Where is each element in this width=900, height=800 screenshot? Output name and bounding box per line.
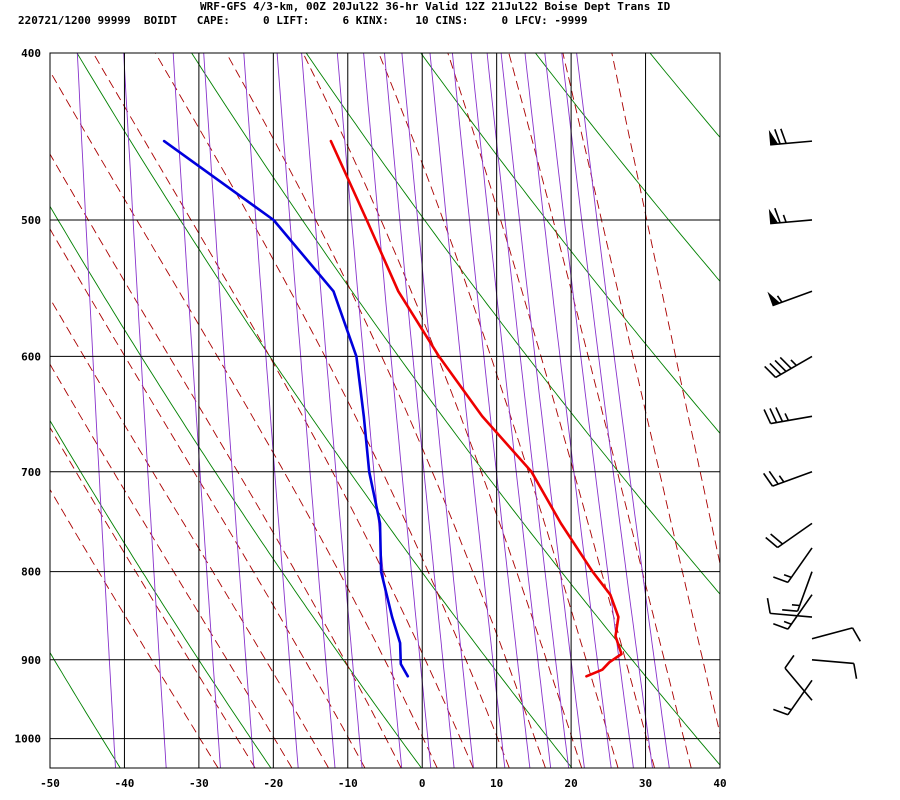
x-tick-label: -30 [189,777,209,790]
wind-barb [773,594,813,630]
y-tick-label: 800 [21,566,41,579]
mixing-ratio-line [429,53,506,768]
mixing-ratio-line [363,53,432,768]
dewpoint-trace [162,139,410,678]
mixing-ratio-line [544,53,634,768]
dry-adiabat [191,53,720,766]
wind-barb [773,679,813,716]
wind-barb [773,547,813,584]
wind-barb [765,522,813,549]
moist-adiabat [50,363,293,768]
y-tick-label: 400 [21,47,41,60]
dry-adiabat [420,53,720,434]
y-tick-label: 500 [21,214,41,227]
dry-adiabat [879,53,900,768]
wind-barb [782,571,813,612]
mixing-ratio-line [401,53,474,768]
wind-barb [766,597,813,618]
moist-adiabat [92,53,474,768]
y-tick-label: 600 [21,350,41,363]
dry-adiabat [305,53,720,595]
mixing-ratio-line [500,53,585,768]
mixing-ratio-line [172,53,221,768]
wind-barb [811,627,862,642]
wind-barb [767,290,813,307]
moist-adiabat [50,70,438,768]
mixing-ratio-line [451,53,531,768]
dry-adiabat [76,53,573,768]
x-tick-label: -10 [338,777,358,790]
temperature-trace [329,139,623,678]
wind-barb [784,654,813,701]
x-tick-label: -40 [115,777,135,790]
moist-adiabat [611,53,720,566]
dry-adiabat [50,651,121,768]
wind-barb [762,470,813,487]
mixing-ratio-line [276,53,336,768]
x-tick-label: -50 [40,777,60,790]
y-tick-label: 900 [21,654,41,667]
mixing-ratio-line [576,53,670,768]
x-tick-label: 10 [490,777,503,790]
mixing-ratio-line [561,53,653,768]
dry-adiabat [50,205,422,768]
mixing-ratio-line [123,53,167,768]
x-tick-label: 30 [639,777,652,790]
moist-adiabat [302,53,583,768]
moist-adiabat [378,53,619,768]
dry-adiabat [50,419,272,768]
mixing-ratio-line [203,53,255,768]
dry-adiabat [535,53,720,283]
mixing-ratio-line [301,53,363,768]
chart-title: WRF-GFS 4/3-km, 00Z 20Jul22 36-hr Valid … [200,0,671,13]
x-tick-label: 0 [419,777,426,790]
x-tick-label: -20 [263,777,283,790]
mixing-ratio-line [243,53,299,768]
moist-adiabat [225,53,546,768]
x-tick-label: 40 [713,777,726,790]
wind-barb [768,128,813,146]
moist-adiabat [50,297,329,768]
mixing-ratio-line [486,53,570,768]
mixing-ratio-line [384,53,455,768]
wind-barb [768,207,813,225]
sounding-indices: 220721/1200 99999 BOIDT CAPE: 0 LIFT: 6 … [18,14,588,27]
mixing-ratio-line [336,53,403,768]
moist-adiabat [508,53,692,768]
dry-adiabat [765,53,900,768]
plot-frame [49,52,721,769]
y-tick-label: 700 [21,466,41,479]
moist-adiabat [447,53,655,768]
mixing-ratio-line [524,53,612,768]
wind-barb [811,659,858,679]
wind-barb [763,407,813,425]
mixing-ratio-line [470,53,552,768]
wind-barb [764,355,813,379]
moist-adiabat [50,153,402,768]
y-tick-label: 1000 [15,733,42,746]
mixing-ratio-line [76,53,116,768]
x-tick-label: 20 [564,777,577,790]
moist-adiabat [154,53,510,768]
moist-adiabat [562,53,720,737]
